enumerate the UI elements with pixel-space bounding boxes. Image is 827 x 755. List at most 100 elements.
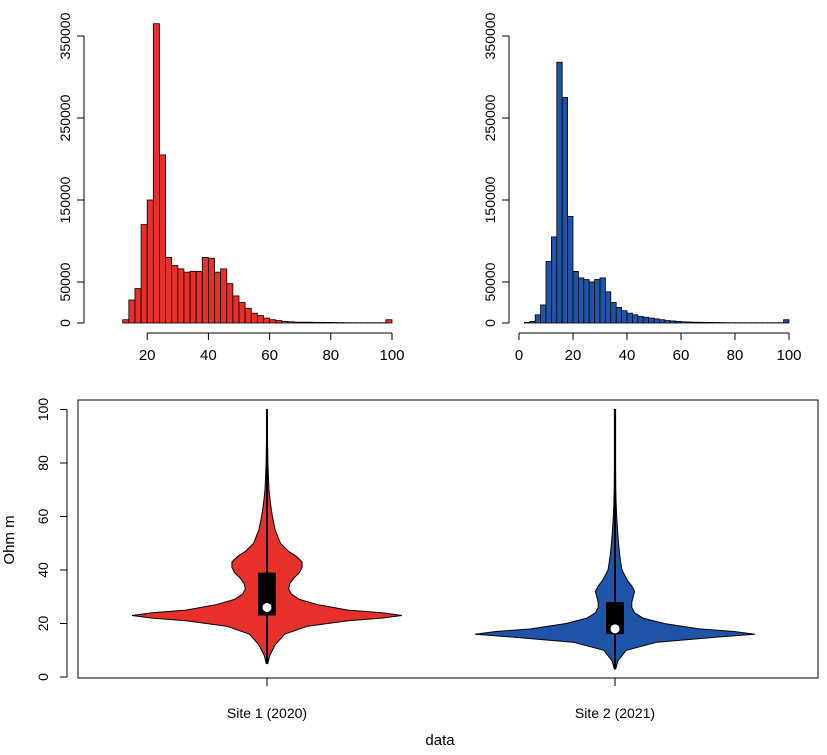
y-tick-label: 50000	[57, 262, 73, 301]
x-tick-label: 60	[673, 347, 690, 364]
histogram-bar	[545, 261, 552, 324]
histogram-bar	[165, 256, 173, 324]
x-tick-label: 40	[619, 347, 636, 364]
histogram-bar	[275, 320, 283, 324]
y-tick-label: 0	[57, 319, 73, 327]
violin-y-tick-label: 20	[35, 616, 51, 632]
histogram-bar	[680, 321, 687, 324]
histogram-bar	[783, 319, 790, 324]
y-tick-label: 250000	[482, 94, 498, 141]
violin-iqr-box	[258, 572, 276, 616]
histogram-bar	[583, 279, 590, 324]
histogram-bar	[696, 321, 704, 324]
violin-x-axis-label: data	[425, 732, 455, 749]
histogram-bar	[621, 310, 628, 324]
violin-cat-label-2: Site 2 (2021)	[575, 705, 655, 721]
x-tick-label: 80	[727, 347, 744, 364]
histogram-site-2: 0 20 40 60 80 100 0 50000 150000 250000 350000	[482, 12, 802, 364]
histogram-bar	[244, 307, 252, 324]
violin-plot: Site 1 (2020) Site 2 (2021) data Ohm m 0…	[1, 398, 819, 749]
histogram-bar	[128, 299, 136, 324]
histogram-bar	[140, 224, 148, 324]
y-tick-label: 150000	[482, 176, 498, 223]
violin-y-tick-label: 0	[35, 673, 51, 681]
histogram-bar	[653, 318, 660, 324]
histogram-bar	[626, 312, 633, 324]
histogram-bar	[189, 270, 197, 324]
histogram-bar	[588, 281, 596, 324]
x-tick-label: 40	[200, 347, 217, 364]
histogram-bar	[675, 320, 682, 324]
histogram-bar	[152, 23, 160, 324]
x-tick-label: 100	[776, 347, 801, 364]
histogram-bar	[659, 319, 666, 324]
histogram-bar	[305, 321, 313, 324]
violin-y-tick-label: 60	[35, 509, 51, 525]
violin-y-tick-label: 40	[35, 562, 51, 578]
histogram-bar	[610, 302, 617, 324]
histogram-bar	[177, 268, 185, 324]
histogram-bar	[293, 321, 301, 324]
y-tick-label: 350000	[482, 12, 498, 59]
histogram-bar	[605, 291, 612, 324]
x-tick-label: 60	[261, 347, 278, 364]
x-tick-label: 100	[379, 347, 404, 364]
violin-plot-frame	[77, 399, 819, 679]
histogram-bar	[226, 283, 234, 324]
violin-median-dot	[610, 624, 620, 634]
x-tick-label: 80	[322, 347, 339, 364]
histogram-bar	[534, 314, 542, 324]
histogram-bar	[702, 321, 709, 324]
histogram-bar	[686, 321, 693, 324]
histogram-bar	[122, 319, 130, 324]
violin-y-tick-label: 80	[35, 455, 51, 471]
histogram-bar	[524, 321, 531, 324]
histogram-bar	[669, 320, 677, 324]
histogram-bar	[238, 302, 246, 324]
histogram-bar	[159, 154, 166, 324]
histogram-bar	[637, 316, 644, 324]
histogram-bar	[664, 320, 671, 324]
histogram-bar	[250, 312, 258, 324]
x-tick-label: 20	[139, 347, 156, 364]
histogram-bar	[642, 316, 650, 324]
histogram-bar	[594, 279, 601, 324]
histogram-bar	[134, 288, 142, 324]
histogram-bar	[299, 321, 307, 324]
histogram-bar	[556, 61, 563, 324]
histogram-bar	[691, 321, 698, 324]
histogram-bar	[707, 322, 714, 324]
histogram-site-1: 20 40 60 80 100 0 50000 150000 250000 350000	[57, 12, 405, 364]
x-tick-label: 0	[515, 347, 523, 364]
histogram-bar	[281, 320, 289, 324]
x-tick-label: 20	[565, 347, 582, 364]
histogram-bar	[385, 319, 393, 324]
histogram-bar	[572, 270, 579, 324]
y-tick-label: 350000	[57, 12, 73, 59]
histogram-bar	[632, 314, 639, 324]
histogram-bar	[599, 277, 606, 324]
y-tick-label: 250000	[57, 94, 73, 141]
histogram-bar	[567, 215, 574, 324]
y-tick-label: 50000	[482, 262, 498, 301]
histogram-bar	[195, 270, 203, 324]
histogram-bar	[232, 295, 240, 324]
histogram-bar	[269, 319, 277, 324]
histogram-bar	[201, 256, 209, 324]
histogram-bar	[263, 317, 271, 324]
histogram-bar	[220, 268, 228, 324]
histogram-bar	[324, 322, 332, 324]
histogram-bar	[183, 271, 191, 324]
y-tick-label: 150000	[57, 176, 73, 223]
histogram-bar	[312, 321, 319, 324]
histogram-bar	[540, 304, 547, 324]
histogram-bar	[551, 236, 558, 324]
histogram-bar	[287, 321, 295, 324]
violin-y-axis-label: Ohm m	[1, 515, 18, 564]
histogram-bar	[207, 257, 215, 324]
histogram-bar	[529, 320, 536, 324]
violin-cat-label-1: Site 1 (2020)	[227, 705, 307, 721]
histogram-bar	[648, 317, 655, 324]
histogram-bar	[615, 307, 623, 324]
